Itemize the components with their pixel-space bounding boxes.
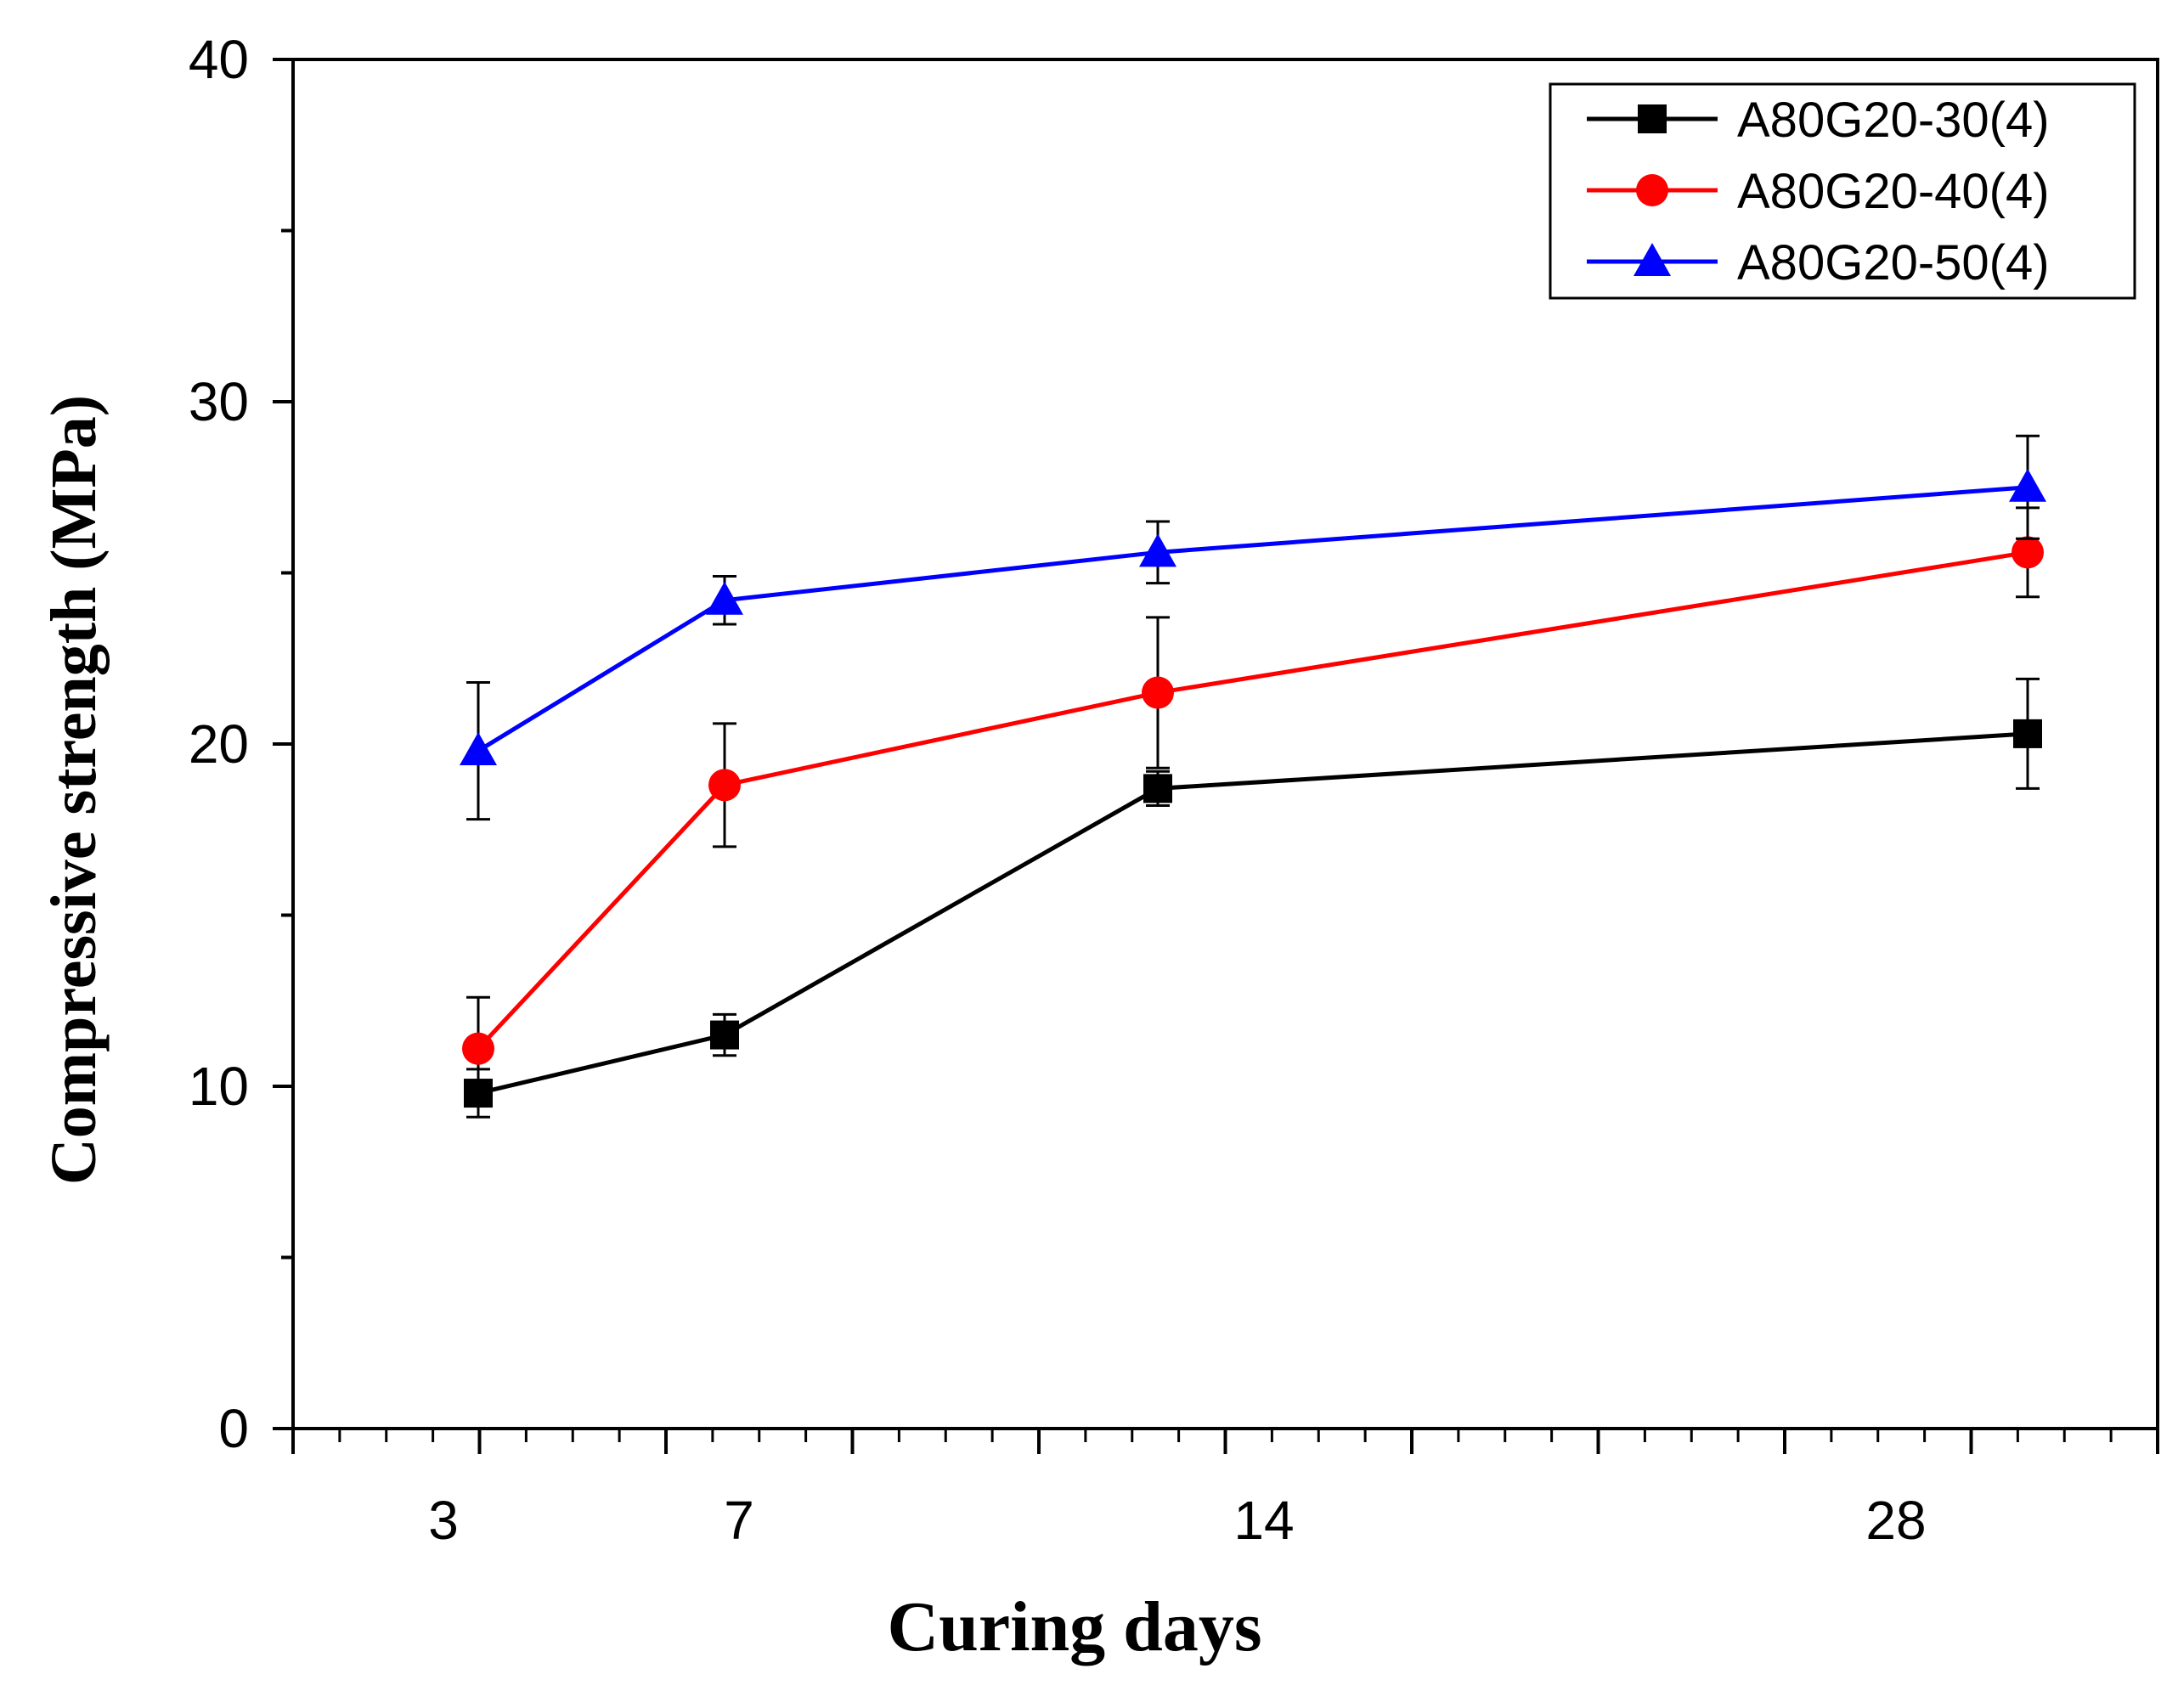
data-point <box>706 581 743 615</box>
x-tick-label: 3 <box>428 1490 459 1551</box>
y-tick-label: 30 <box>189 371 249 432</box>
legend-marker <box>1634 243 1671 276</box>
data-point <box>1139 533 1176 567</box>
series-2 <box>462 506 2044 1102</box>
x-tick-label: 14 <box>1233 1490 1294 1551</box>
legend-marker <box>1636 174 1668 206</box>
series-1 <box>464 677 2042 1119</box>
data-point <box>462 1032 494 1065</box>
series-line <box>477 550 2028 1051</box>
y-tick-label: 40 <box>189 29 249 90</box>
y-tick-label: 0 <box>218 1398 249 1459</box>
legend-label: A80G20-50(4) <box>1737 235 2050 290</box>
legend-label: A80G20-40(4) <box>1737 164 2050 219</box>
data-point <box>2009 468 2046 502</box>
legend-label: A80G20-30(4) <box>1737 93 2050 148</box>
data-point <box>710 1020 739 1050</box>
legend-marker <box>1638 104 1667 133</box>
legend: A80G20-30(4) A80G20-40(4) A80G20-50(4) <box>1549 82 2136 300</box>
series-3 <box>460 434 2046 821</box>
data-point <box>2013 719 2042 748</box>
x-axis-title: Curing days <box>887 1587 1261 1666</box>
x-tick-label: 7 <box>724 1490 754 1551</box>
data-point <box>708 769 741 802</box>
y-axis: 0 10 20 30 40 <box>189 29 293 1459</box>
x-tick-label: 28 <box>1865 1490 1926 1551</box>
data-point <box>1142 676 1174 709</box>
data-point <box>1143 774 1172 803</box>
x-axis: 3 7 14 28 <box>291 1429 2159 1551</box>
series-line <box>477 731 2028 1096</box>
y-tick-label: 20 <box>189 713 249 775</box>
data-point <box>2012 536 2044 569</box>
series-line <box>477 485 2028 753</box>
series-layer <box>460 434 2046 1119</box>
y-tick-label: 10 <box>189 1056 249 1117</box>
y-axis-title: Compressive strength (MPa) <box>38 395 110 1185</box>
data-point <box>460 732 497 766</box>
